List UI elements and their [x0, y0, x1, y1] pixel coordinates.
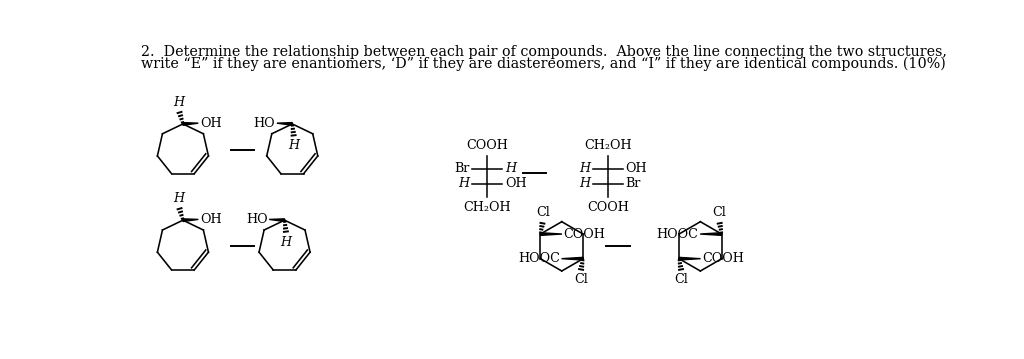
Polygon shape — [269, 219, 285, 222]
Text: H: H — [580, 177, 590, 191]
Text: HO: HO — [246, 213, 267, 226]
Text: 2.  Determine the relationship between each pair of compounds.  Above the line c: 2. Determine the relationship between ea… — [141, 45, 947, 59]
Polygon shape — [700, 233, 722, 236]
Text: H: H — [288, 139, 299, 152]
Text: H: H — [505, 162, 516, 175]
Text: HOOC: HOOC — [518, 252, 560, 265]
Text: HOOC: HOOC — [656, 228, 698, 241]
Polygon shape — [561, 257, 583, 260]
Text: H: H — [580, 162, 590, 175]
Text: COOH: COOH — [466, 139, 508, 151]
Polygon shape — [183, 122, 199, 125]
Text: Cl: Cl — [713, 206, 726, 219]
Text: COOH: COOH — [702, 252, 744, 265]
Text: COOH: COOH — [587, 201, 629, 214]
Polygon shape — [679, 257, 700, 260]
Text: H: H — [281, 236, 292, 248]
Text: write “E” if they are enantiomers, ‘D” if they are diastereomers, and “I” if the: write “E” if they are enantiomers, ‘D” i… — [141, 56, 946, 71]
Text: H: H — [458, 177, 469, 191]
Text: H: H — [173, 192, 184, 205]
Text: COOH: COOH — [563, 228, 605, 241]
Text: OH: OH — [200, 213, 221, 226]
Text: Cl: Cl — [675, 273, 688, 286]
Text: OH: OH — [505, 177, 526, 191]
Text: OH: OH — [200, 117, 221, 130]
Text: Cl: Cl — [536, 206, 550, 219]
Text: Br: Br — [626, 177, 641, 191]
Text: Cl: Cl — [573, 273, 588, 286]
Polygon shape — [183, 219, 199, 222]
Polygon shape — [276, 122, 292, 125]
Polygon shape — [541, 233, 562, 236]
Text: HO: HO — [254, 117, 275, 130]
Text: H: H — [173, 95, 184, 108]
Text: OH: OH — [626, 162, 647, 175]
Text: Br: Br — [454, 162, 469, 175]
Text: CH₂OH: CH₂OH — [584, 139, 632, 151]
Text: CH₂OH: CH₂OH — [463, 201, 511, 214]
